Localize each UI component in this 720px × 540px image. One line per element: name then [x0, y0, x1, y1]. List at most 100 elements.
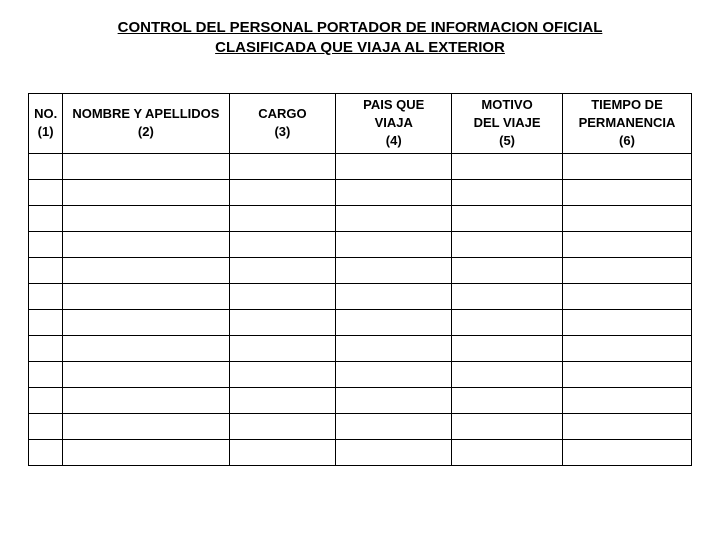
table-cell: [452, 153, 563, 179]
table-cell: [29, 283, 63, 309]
table-cell: [229, 413, 336, 439]
table-cell: [562, 413, 691, 439]
table-cell: [229, 231, 336, 257]
table-row: [29, 335, 692, 361]
table-row: [29, 361, 692, 387]
table-cell: [562, 257, 691, 283]
table-cell: [229, 283, 336, 309]
table-cell: [562, 309, 691, 335]
table-row: [29, 283, 692, 309]
table-cell: [452, 257, 563, 283]
table-cell: [452, 231, 563, 257]
title-line-2: CLASIFICADA QUE VIAJA AL EXTERIOR: [215, 39, 505, 56]
table-cell: [452, 205, 563, 231]
table-cell: [336, 439, 452, 465]
table-cell: [29, 153, 63, 179]
col-header-label: TIEMPO DE: [591, 97, 663, 112]
table-row: [29, 413, 692, 439]
table-row: [29, 257, 692, 283]
col-header-label: CARGO: [258, 106, 306, 121]
table-row: [29, 231, 692, 257]
table-cell: [29, 413, 63, 439]
table-cell: [452, 335, 563, 361]
table-cell: [229, 309, 336, 335]
col-header-label: MOTIVO: [481, 97, 532, 112]
table-cell: [63, 257, 229, 283]
control-table: NO. (1) NOMBRE Y APELLIDOS (2) CARGO (3)…: [28, 93, 692, 466]
table-cell: [29, 309, 63, 335]
table-cell: [29, 231, 63, 257]
col-header-index: (2): [138, 124, 154, 139]
table-cell: [63, 231, 229, 257]
table-cell: [229, 439, 336, 465]
table-cell: [63, 153, 229, 179]
table-cell: [29, 361, 63, 387]
table-cell: [63, 205, 229, 231]
table-cell: [562, 179, 691, 205]
col-header-name: NOMBRE Y APELLIDOS (2): [63, 93, 229, 153]
table-cell: [229, 153, 336, 179]
table-cell: [336, 335, 452, 361]
table-cell: [336, 283, 452, 309]
table-cell: [336, 309, 452, 335]
table-cell: [229, 387, 336, 413]
table-cell: [29, 335, 63, 361]
table-cell: [562, 439, 691, 465]
table-cell: [29, 205, 63, 231]
table-row: [29, 179, 692, 205]
table-cell: [452, 387, 563, 413]
col-header-pais: PAIS QUE VIAJA (4): [336, 93, 452, 153]
col-header-label: NO.: [34, 106, 57, 121]
table-cell: [63, 439, 229, 465]
col-header-label2: VIAJA: [375, 115, 413, 130]
table-cell: [229, 257, 336, 283]
table-body: [29, 153, 692, 465]
title-line-1: CONTROL DEL PERSONAL PORTADOR DE INFORMA…: [118, 19, 603, 36]
table-cell: [63, 361, 229, 387]
table-cell: [562, 335, 691, 361]
col-header-index: (5): [499, 133, 515, 148]
table-cell: [63, 309, 229, 335]
col-header-index: (6): [619, 133, 635, 148]
col-header-label: NOMBRE Y APELLIDOS: [72, 106, 219, 121]
col-header-index: (4): [386, 133, 402, 148]
table-cell: [229, 335, 336, 361]
col-header-label2: PERMANENCIA: [579, 115, 676, 130]
table-cell: [336, 205, 452, 231]
table-row: [29, 439, 692, 465]
table-row: [29, 309, 692, 335]
col-header-index: (3): [274, 124, 290, 139]
table-cell: [229, 179, 336, 205]
table-row: [29, 387, 692, 413]
col-header-motivo: MOTIVO DEL VIAJE (5): [452, 93, 563, 153]
table-cell: [562, 361, 691, 387]
table-cell: [336, 231, 452, 257]
table-cell: [29, 387, 63, 413]
table-cell: [63, 413, 229, 439]
col-header-tiempo: TIEMPO DE PERMANENCIA (6): [562, 93, 691, 153]
table-row: [29, 205, 692, 231]
table-cell: [29, 179, 63, 205]
table-cell: [336, 257, 452, 283]
table-cell: [63, 335, 229, 361]
table-cell: [63, 387, 229, 413]
table-cell: [29, 439, 63, 465]
table-cell: [562, 387, 691, 413]
page-title: CONTROL DEL PERSONAL PORTADOR DE INFORMA…: [80, 18, 640, 59]
table-cell: [63, 179, 229, 205]
table-cell: [452, 283, 563, 309]
table-cell: [229, 205, 336, 231]
table-cell: [229, 361, 336, 387]
table-cell: [336, 387, 452, 413]
col-header-cargo: CARGO (3): [229, 93, 336, 153]
table-cell: [336, 413, 452, 439]
table-cell: [336, 179, 452, 205]
table-cell: [29, 257, 63, 283]
table-cell: [452, 179, 563, 205]
table-header-row: NO. (1) NOMBRE Y APELLIDOS (2) CARGO (3)…: [29, 93, 692, 153]
table-cell: [452, 413, 563, 439]
col-header-no: NO. (1): [29, 93, 63, 153]
table-cell: [452, 309, 563, 335]
col-header-label2: DEL VIAJE: [474, 115, 541, 130]
table-cell: [452, 439, 563, 465]
